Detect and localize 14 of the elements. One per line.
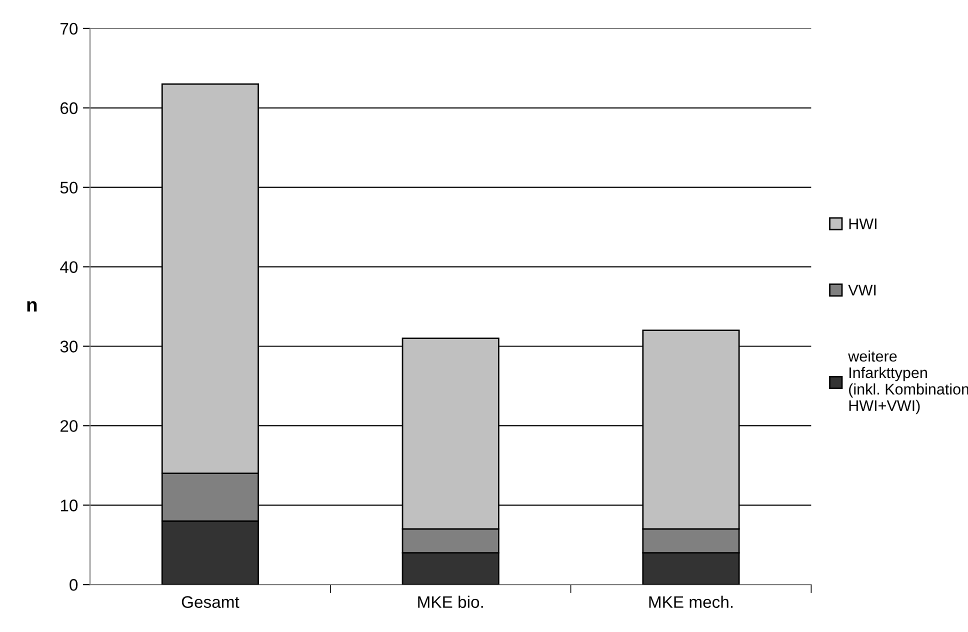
x-tick-label: Gesamt (182, 596, 240, 608)
legend-label: VWI (848, 284, 876, 296)
y-tick-label: 20 (60, 420, 78, 432)
y-tick-label: 60 (60, 102, 78, 114)
y-tick-label: 10 (60, 500, 78, 512)
legend-label: HWI (849, 218, 876, 230)
y-tick-label: 0 (70, 579, 78, 591)
y-axis-title: n (27, 301, 37, 312)
y-tick-label: 30 (60, 340, 78, 352)
y-tick-label: 50 (60, 182, 78, 194)
x-tick-label: MKE mech. (649, 596, 733, 608)
y-tick-label: 70 (60, 22, 78, 35)
y-tick-label: 40 (60, 261, 78, 273)
x-tick-label: MKE bio. (418, 596, 483, 608)
